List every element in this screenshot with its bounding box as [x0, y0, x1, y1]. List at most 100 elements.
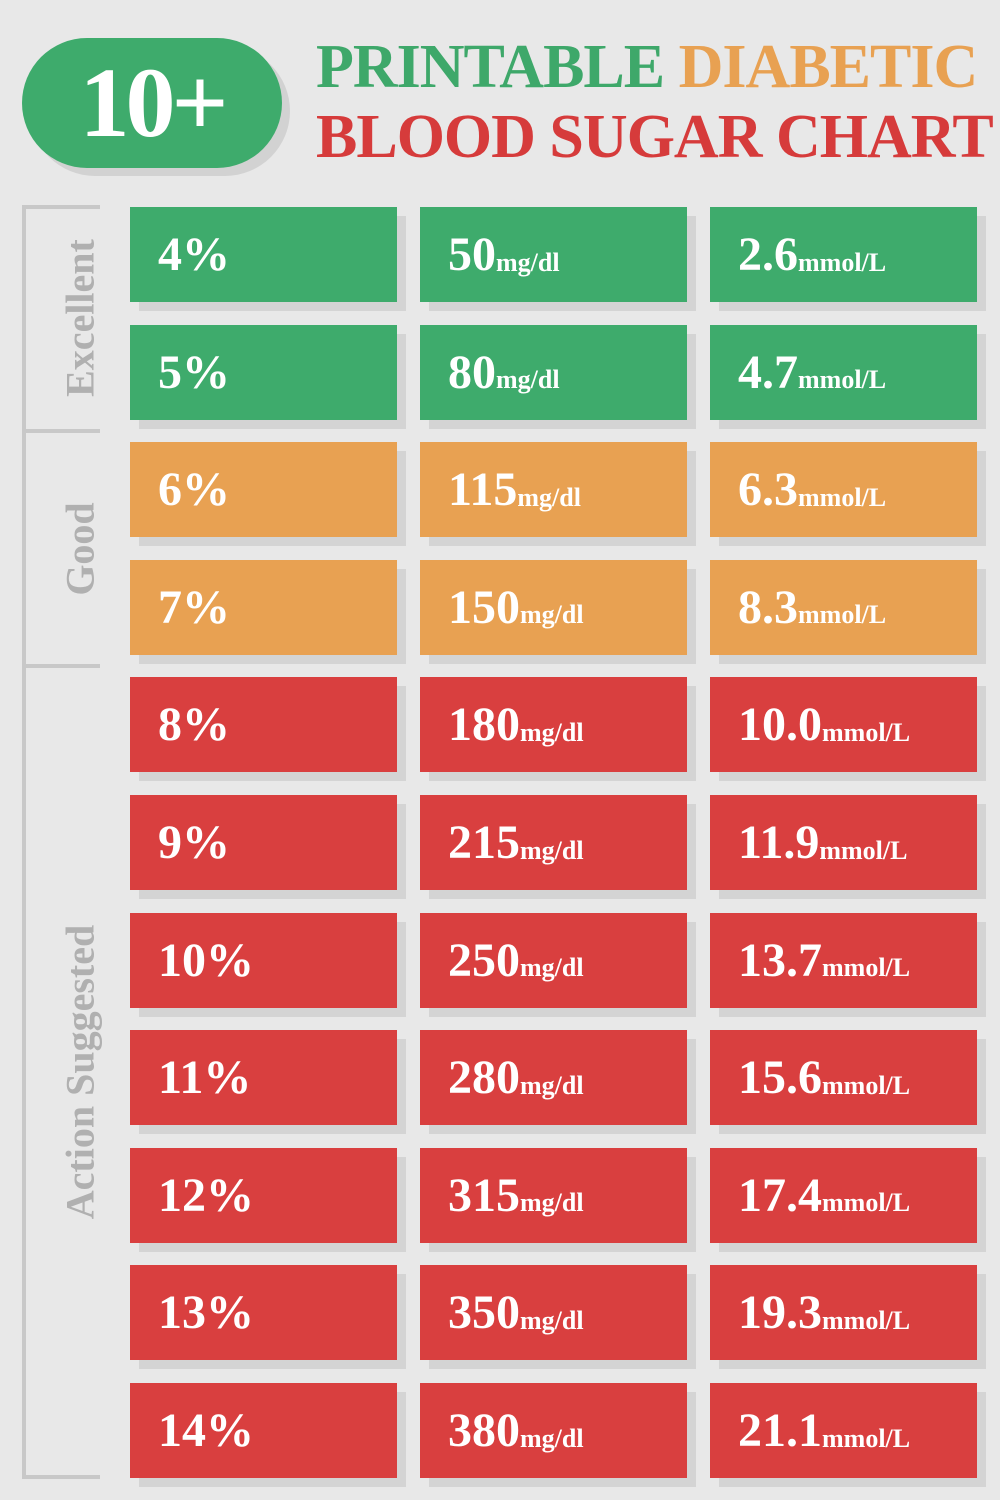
- cell: 4.7 mmol/L: [710, 324, 977, 420]
- cell-value: 7%: [158, 580, 230, 634]
- cell-value: 115: [448, 463, 518, 517]
- cell-unit: mg/dl: [520, 717, 584, 747]
- cell-value: 10%: [158, 933, 254, 987]
- cell-unit: mmol/L: [822, 1070, 911, 1100]
- group-tick: [22, 1475, 100, 1479]
- cell-value: 19.3: [738, 1286, 822, 1340]
- cell: 280 mg/dl: [420, 1030, 687, 1126]
- cell-value: 8.3: [738, 580, 798, 634]
- cell-value: 6%: [158, 463, 230, 517]
- cell-value: 13.7: [738, 933, 822, 987]
- cell-value: 10.0: [738, 698, 822, 752]
- group-tick: [22, 205, 100, 209]
- cell-unit: mg/dl: [520, 835, 584, 865]
- cell: 11.9 mmol/L: [710, 795, 977, 890]
- cell-unit: mmol/L: [822, 1423, 911, 1453]
- cell-unit: mg/dl: [496, 247, 560, 277]
- cell: 150 mg/dl: [420, 559, 687, 655]
- cell: 11%: [130, 1030, 397, 1126]
- title-line: BLOOD SUGAR CHART: [316, 103, 994, 171]
- cell: 250 mg/dl: [420, 912, 687, 1008]
- cell-value: 80: [448, 345, 496, 399]
- cell-value: 380: [448, 1404, 520, 1457]
- cell-unit: mmol/L: [822, 1188, 911, 1218]
- cell-value: 180: [448, 698, 520, 752]
- cell-unit: mg/dl: [517, 482, 581, 512]
- cell-unit: mmol/L: [798, 600, 887, 630]
- cell-unit: mg/dl: [496, 365, 560, 395]
- cell: 12%: [130, 1147, 397, 1243]
- cell-value: 350: [448, 1286, 520, 1340]
- cell-unit: mg/dl: [520, 1070, 584, 1100]
- cell-unit: mmol/L: [822, 1305, 911, 1335]
- cell-value: 315: [448, 1168, 520, 1222]
- cell: 380 mg/dl: [420, 1383, 687, 1478]
- cell-value: 11%: [158, 1051, 252, 1105]
- title-line: PRINTABLE DIABETIC: [316, 32, 979, 102]
- cell-unit: mmol/L: [822, 953, 911, 983]
- cell: 9%: [130, 795, 397, 890]
- cell: 180 mg/dl: [420, 677, 687, 773]
- cell-value: 14%: [158, 1404, 254, 1457]
- cell-value: 50: [448, 228, 496, 281]
- group-label: Good: [57, 502, 103, 596]
- cell-unit: mmol/L: [819, 835, 908, 865]
- badge: 10+: [22, 38, 282, 168]
- group-tick: [22, 664, 100, 669]
- cell-unit: mg/dl: [520, 1423, 584, 1453]
- cell-value: 250: [448, 933, 520, 987]
- group-tick: [22, 429, 100, 434]
- cell: 21.1 mmol/L: [710, 1383, 977, 1478]
- cell: 2.6 mmol/L: [710, 207, 977, 302]
- cell: 350 mg/dl: [420, 1265, 687, 1361]
- cell: 13.7 mmol/L: [710, 912, 977, 1008]
- cell-value: 215: [448, 816, 520, 869]
- cell: 10.0 mmol/L: [710, 677, 977, 773]
- cell-value: 12%: [158, 1168, 254, 1222]
- cell: 115 mg/dl: [420, 442, 687, 538]
- cell: 8%: [130, 677, 397, 773]
- cell-value: 11.9: [738, 816, 820, 869]
- cell-value: 6.3: [738, 463, 798, 517]
- cell-unit: mg/dl: [520, 1188, 584, 1218]
- cell: 19.3 mmol/L: [710, 1265, 977, 1361]
- cell-value: 4%: [158, 228, 230, 281]
- cell: 50 mg/dl: [420, 207, 687, 302]
- cell: 17.4 mmol/L: [710, 1147, 977, 1243]
- cell-unit: mmol/L: [798, 365, 887, 395]
- cell-unit: mmol/L: [822, 717, 911, 747]
- cell: 4%: [130, 207, 397, 302]
- group-label: Action Suggested: [57, 924, 103, 1219]
- cell-value: 2.6: [738, 228, 798, 281]
- cell: 10%: [130, 912, 397, 1008]
- cell: 14%: [130, 1383, 397, 1478]
- title-word: DIABETIC: [678, 33, 979, 101]
- cell-value: 9%: [158, 816, 230, 869]
- title-word: PRINTABLE: [316, 33, 665, 101]
- cell: 315 mg/dl: [420, 1147, 687, 1243]
- cell-value: 5%: [158, 345, 230, 399]
- cell: 6%: [130, 442, 397, 538]
- cell: 6.3 mmol/L: [710, 442, 977, 538]
- cell-unit: mmol/L: [798, 247, 887, 277]
- cell-value: 21.1: [738, 1404, 822, 1457]
- cell-value: 280: [448, 1051, 520, 1105]
- cell-unit: mmol/L: [798, 482, 887, 512]
- cell: 15.6 mmol/L: [710, 1030, 977, 1126]
- cell-unit: mg/dl: [520, 600, 584, 630]
- cell: 8.3 mmol/L: [710, 559, 977, 655]
- cell-unit: mg/dl: [520, 1305, 584, 1335]
- cell-value: 15.6: [738, 1051, 822, 1105]
- cell-value: 17.4: [738, 1168, 822, 1222]
- cell: 7%: [130, 559, 397, 655]
- group-bracket: [22, 205, 26, 1479]
- group-label: Excellent: [57, 239, 103, 397]
- cell: 13%: [130, 1265, 397, 1361]
- cell-value: 13%: [158, 1286, 254, 1340]
- cell-value: 150: [448, 580, 520, 634]
- cell-unit: mg/dl: [520, 953, 584, 983]
- cell: 80 mg/dl: [420, 324, 687, 420]
- cell-value: 4.7: [738, 345, 798, 399]
- cell: 215 mg/dl: [420, 795, 687, 890]
